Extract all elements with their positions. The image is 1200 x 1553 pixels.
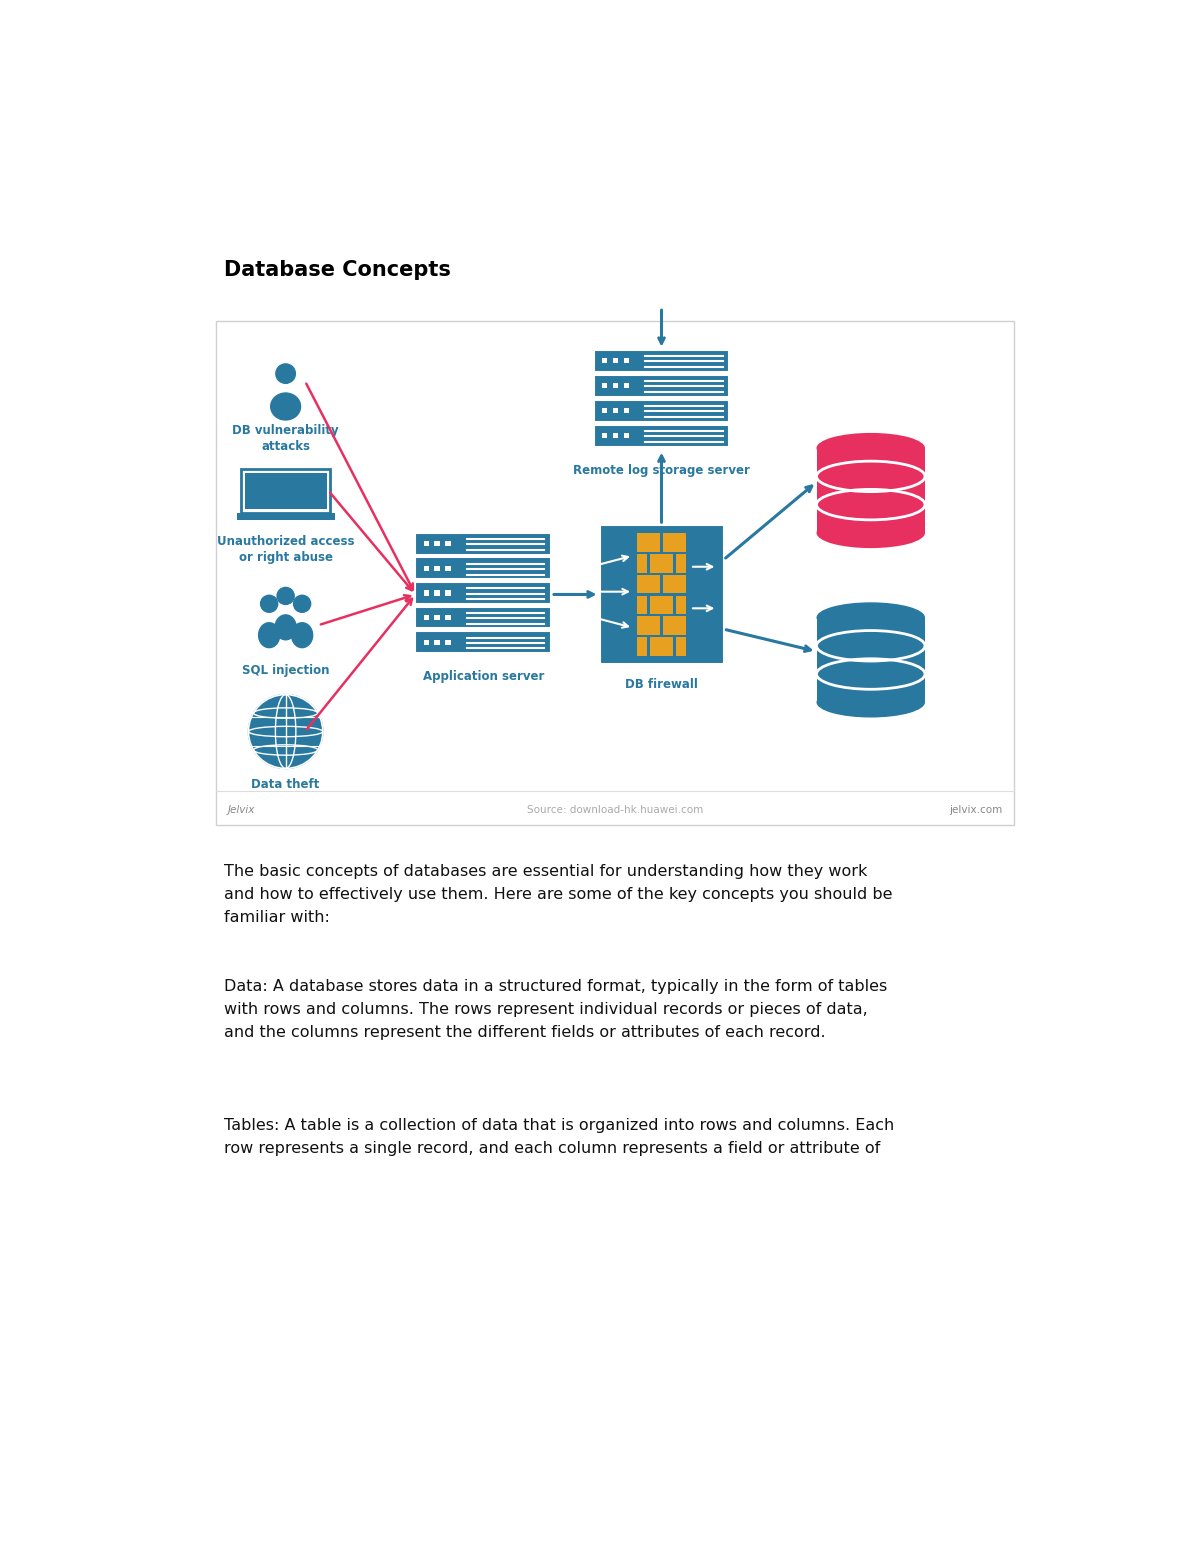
- Text: The basic concepts of databases are essential for understanding how they work
an: The basic concepts of databases are esse…: [223, 863, 892, 924]
- FancyBboxPatch shape: [602, 384, 607, 388]
- FancyBboxPatch shape: [434, 590, 440, 596]
- FancyBboxPatch shape: [602, 357, 607, 363]
- FancyBboxPatch shape: [594, 374, 730, 396]
- FancyBboxPatch shape: [816, 449, 925, 533]
- FancyBboxPatch shape: [241, 469, 330, 512]
- FancyBboxPatch shape: [602, 408, 607, 413]
- FancyBboxPatch shape: [434, 540, 440, 547]
- Ellipse shape: [271, 393, 300, 419]
- Text: SQL injection: SQL injection: [242, 663, 329, 677]
- FancyBboxPatch shape: [676, 596, 686, 613]
- FancyBboxPatch shape: [637, 554, 647, 573]
- FancyBboxPatch shape: [602, 433, 607, 438]
- Text: Remote log storage server: Remote log storage server: [574, 463, 750, 477]
- FancyBboxPatch shape: [662, 617, 686, 635]
- FancyBboxPatch shape: [594, 349, 730, 371]
- Ellipse shape: [816, 433, 925, 463]
- FancyBboxPatch shape: [415, 558, 551, 579]
- Text: Database Concepts: Database Concepts: [223, 259, 450, 280]
- FancyBboxPatch shape: [445, 615, 451, 620]
- Ellipse shape: [816, 603, 925, 632]
- Text: Jelvix: Jelvix: [228, 804, 254, 815]
- FancyBboxPatch shape: [613, 357, 618, 363]
- FancyBboxPatch shape: [624, 433, 629, 438]
- FancyBboxPatch shape: [649, 596, 673, 613]
- Circle shape: [294, 595, 311, 612]
- FancyBboxPatch shape: [445, 565, 451, 572]
- FancyBboxPatch shape: [424, 640, 430, 644]
- FancyBboxPatch shape: [445, 590, 451, 596]
- FancyBboxPatch shape: [676, 637, 686, 655]
- FancyBboxPatch shape: [624, 408, 629, 413]
- FancyBboxPatch shape: [424, 590, 430, 596]
- Circle shape: [276, 363, 295, 384]
- FancyBboxPatch shape: [662, 533, 686, 551]
- Text: Unauthorized access
or right abuse: Unauthorized access or right abuse: [217, 536, 354, 564]
- Ellipse shape: [292, 623, 313, 648]
- FancyBboxPatch shape: [216, 321, 1014, 826]
- FancyBboxPatch shape: [613, 408, 618, 413]
- FancyBboxPatch shape: [415, 533, 551, 554]
- Text: Application server: Application server: [422, 669, 544, 683]
- FancyBboxPatch shape: [613, 433, 618, 438]
- Ellipse shape: [259, 623, 280, 648]
- FancyBboxPatch shape: [415, 582, 551, 604]
- Text: DB firewall: DB firewall: [625, 677, 698, 691]
- FancyBboxPatch shape: [624, 357, 629, 363]
- FancyBboxPatch shape: [637, 575, 660, 593]
- Text: Data: A database stores data in a structured format, typically in the form of ta: Data: A database stores data in a struct…: [223, 980, 887, 1041]
- Text: Source: download-hk.huawei.com: Source: download-hk.huawei.com: [527, 804, 703, 815]
- FancyBboxPatch shape: [434, 615, 440, 620]
- Text: Data theft: Data theft: [252, 778, 320, 790]
- FancyBboxPatch shape: [637, 617, 660, 635]
- FancyBboxPatch shape: [637, 637, 647, 655]
- FancyBboxPatch shape: [600, 525, 724, 663]
- FancyBboxPatch shape: [434, 640, 440, 644]
- FancyBboxPatch shape: [424, 540, 430, 547]
- FancyBboxPatch shape: [816, 618, 925, 702]
- FancyBboxPatch shape: [434, 565, 440, 572]
- Ellipse shape: [275, 615, 296, 640]
- FancyBboxPatch shape: [624, 384, 629, 388]
- FancyBboxPatch shape: [594, 399, 730, 422]
- FancyBboxPatch shape: [415, 632, 551, 654]
- Ellipse shape: [816, 517, 925, 548]
- FancyBboxPatch shape: [445, 540, 451, 547]
- FancyBboxPatch shape: [236, 512, 335, 520]
- FancyBboxPatch shape: [415, 607, 551, 629]
- FancyBboxPatch shape: [613, 384, 618, 388]
- FancyBboxPatch shape: [649, 554, 673, 573]
- FancyBboxPatch shape: [424, 615, 430, 620]
- FancyBboxPatch shape: [245, 472, 326, 509]
- FancyBboxPatch shape: [649, 637, 673, 655]
- Text: DB vulnerability
attacks: DB vulnerability attacks: [233, 424, 338, 452]
- Text: Tables: A table is a collection of data that is organized into rows and columns.: Tables: A table is a collection of data …: [223, 1118, 894, 1155]
- FancyBboxPatch shape: [637, 596, 647, 613]
- FancyBboxPatch shape: [637, 533, 660, 551]
- Ellipse shape: [816, 686, 925, 717]
- FancyBboxPatch shape: [445, 640, 451, 644]
- Circle shape: [248, 694, 323, 769]
- FancyBboxPatch shape: [676, 554, 686, 573]
- Circle shape: [260, 595, 277, 612]
- FancyBboxPatch shape: [594, 424, 730, 447]
- FancyBboxPatch shape: [424, 565, 430, 572]
- Text: jelvix.com: jelvix.com: [949, 804, 1002, 815]
- Circle shape: [277, 587, 294, 604]
- FancyBboxPatch shape: [662, 575, 686, 593]
